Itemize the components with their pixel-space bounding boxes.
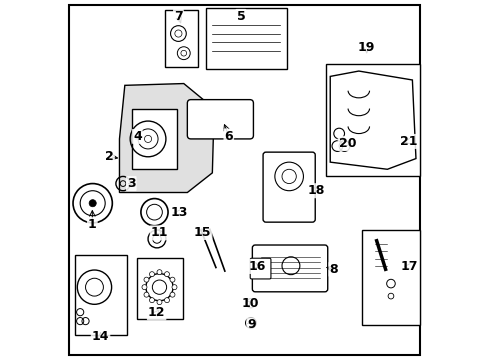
Circle shape [149,298,154,303]
Text: 21: 21 [399,135,417,148]
Text: 5: 5 [236,10,245,23]
Circle shape [143,292,149,297]
Circle shape [143,277,149,282]
Polygon shape [329,71,415,169]
Circle shape [248,301,252,305]
Circle shape [172,285,177,290]
Circle shape [157,300,162,305]
Circle shape [89,200,96,207]
Text: 18: 18 [306,184,324,197]
FancyBboxPatch shape [325,64,419,176]
FancyBboxPatch shape [77,258,123,330]
FancyBboxPatch shape [250,258,270,279]
Circle shape [142,285,147,290]
Text: 9: 9 [247,318,255,331]
Text: 7: 7 [174,10,183,23]
Text: 17: 17 [399,260,417,273]
FancyBboxPatch shape [361,230,419,325]
Circle shape [170,277,175,282]
Text: 4: 4 [133,130,142,143]
FancyBboxPatch shape [136,258,183,319]
Text: 6: 6 [224,130,233,143]
Text: 20: 20 [338,137,355,150]
Circle shape [170,292,175,297]
Circle shape [149,272,154,277]
Circle shape [164,298,169,303]
Text: 1: 1 [88,218,97,231]
FancyBboxPatch shape [165,10,198,67]
Text: 11: 11 [150,226,168,239]
FancyBboxPatch shape [187,100,253,139]
Circle shape [164,272,169,277]
FancyBboxPatch shape [206,8,287,68]
Text: 15: 15 [194,226,211,239]
Text: 19: 19 [357,41,375,54]
Text: 13: 13 [170,206,188,219]
Circle shape [157,270,162,275]
FancyBboxPatch shape [75,255,126,336]
FancyBboxPatch shape [263,152,315,222]
Polygon shape [119,84,214,193]
Text: 12: 12 [147,306,165,319]
FancyBboxPatch shape [252,245,327,292]
Text: 2: 2 [105,150,114,163]
Text: 10: 10 [241,297,258,310]
Text: 8: 8 [329,263,337,276]
Text: 16: 16 [248,260,266,273]
FancyBboxPatch shape [132,109,176,169]
Text: 3: 3 [127,177,135,190]
Text: 14: 14 [92,330,109,343]
